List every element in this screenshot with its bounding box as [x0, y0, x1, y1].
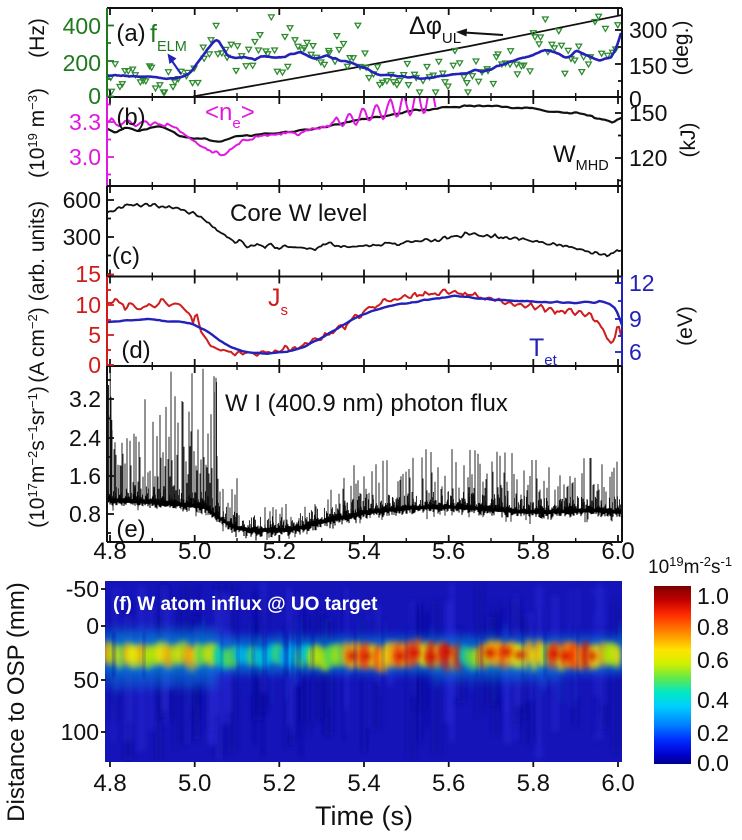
svg-text:0: 0 — [88, 83, 101, 109]
svg-text:10: 10 — [75, 292, 101, 318]
svg-text:(arb. units): (arb. units) — [26, 201, 49, 301]
svg-text:5.4: 5.4 — [347, 770, 380, 797]
svg-text:200: 200 — [63, 50, 101, 76]
svg-text:0.8: 0.8 — [697, 614, 729, 640]
svg-text:5.8: 5.8 — [517, 538, 550, 565]
svg-text:5.2: 5.2 — [263, 770, 296, 797]
svg-text:(e): (e) — [116, 516, 145, 543]
svg-text:4.8: 4.8 — [93, 770, 126, 797]
svg-text:0.4: 0.4 — [697, 687, 729, 713]
svg-text:0: 0 — [88, 352, 101, 378]
svg-text:1019m-2s-1: 1019m-2s-1 — [648, 554, 732, 578]
svg-text:(b): (b) — [116, 104, 145, 131]
svg-text:400: 400 — [63, 13, 101, 39]
svg-text:5.8: 5.8 — [517, 770, 550, 797]
svg-text:120: 120 — [629, 145, 667, 171]
svg-text:600: 600 — [63, 187, 101, 213]
svg-text:Distance to OSP (mm): Distance to OSP (mm) — [3, 582, 30, 822]
svg-text:300: 300 — [629, 17, 667, 43]
svg-text:3.0: 3.0 — [69, 144, 101, 170]
svg-text:0.0: 0.0 — [697, 750, 729, 776]
svg-text:5.2: 5.2 — [263, 538, 296, 565]
svg-text:Core W level: Core W level — [230, 200, 367, 227]
svg-text:0: 0 — [629, 86, 642, 112]
svg-text:6.0: 6.0 — [601, 538, 634, 565]
svg-text:5: 5 — [88, 322, 101, 348]
svg-text:15: 15 — [75, 261, 101, 287]
svg-text:(c): (c) — [112, 243, 140, 270]
svg-text:0.6: 0.6 — [697, 647, 729, 673]
svg-text:5.4: 5.4 — [347, 538, 380, 565]
svg-text:5.0: 5.0 — [178, 538, 211, 565]
svg-text:1.6: 1.6 — [69, 463, 101, 489]
svg-text:1.0: 1.0 — [697, 583, 729, 609]
svg-text:0.2: 0.2 — [697, 720, 729, 746]
svg-text:150: 150 — [629, 100, 667, 126]
svg-text:W I (400.9 nm) photon flux: W I (400.9 nm) photon flux — [225, 390, 508, 417]
svg-text:(deg.): (deg.) — [670, 21, 693, 76]
svg-text:50: 50 — [73, 667, 99, 693]
svg-text:12: 12 — [629, 270, 655, 296]
svg-text:(Hz): (Hz) — [26, 18, 49, 58]
svg-text:(kJ): (kJ) — [677, 123, 700, 158]
svg-text:6.0: 6.0 — [601, 770, 634, 797]
svg-text:(a): (a) — [116, 20, 145, 47]
svg-text:5.0: 5.0 — [178, 770, 211, 797]
svg-text:3.3: 3.3 — [69, 109, 101, 135]
svg-text:0.8: 0.8 — [69, 501, 101, 527]
svg-text:300: 300 — [63, 224, 101, 250]
svg-text:2.4: 2.4 — [69, 425, 101, 451]
svg-text:3.2: 3.2 — [69, 386, 101, 412]
svg-text:4.8: 4.8 — [93, 538, 126, 565]
svg-text:9: 9 — [629, 306, 642, 332]
svg-text:-50: -50 — [66, 576, 99, 602]
svg-text:(f) W atom influx @ UO target: (f) W atom influx @ UO target — [113, 594, 378, 615]
svg-text:150: 150 — [629, 53, 667, 79]
svg-text:100: 100 — [61, 719, 99, 745]
svg-text:6: 6 — [629, 339, 642, 365]
svg-text:5.6: 5.6 — [432, 770, 465, 797]
svg-text:(d): (d) — [121, 337, 150, 364]
svg-text:0: 0 — [86, 613, 99, 639]
svg-text:5.6: 5.6 — [432, 538, 465, 565]
svg-text:Time (s): Time (s) — [315, 801, 413, 831]
svg-text:(eV): (eV) — [674, 306, 697, 346]
